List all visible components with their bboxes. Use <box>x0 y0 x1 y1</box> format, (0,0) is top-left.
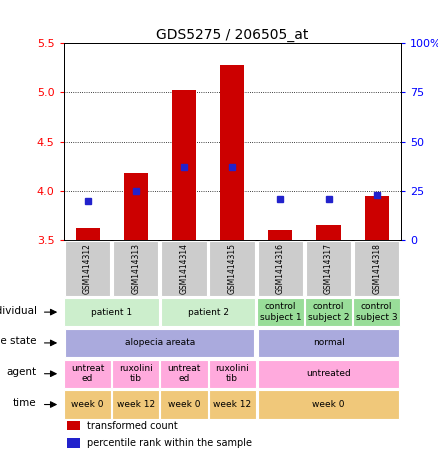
Bar <box>172 90 196 240</box>
Text: patient 2: patient 2 <box>187 308 229 317</box>
Text: control
subject 2: control subject 2 <box>308 303 349 322</box>
Text: individual: individual <box>0 306 37 316</box>
Bar <box>124 173 148 240</box>
Text: week 0: week 0 <box>71 400 104 409</box>
Text: week 12: week 12 <box>213 400 251 409</box>
Text: control
subject 3: control subject 3 <box>356 303 398 322</box>
Text: GSM1414313: GSM1414313 <box>131 243 140 294</box>
Text: ruxolini
tib: ruxolini tib <box>215 364 249 383</box>
Bar <box>67 439 81 448</box>
Text: GSM1414317: GSM1414317 <box>324 243 333 294</box>
Bar <box>75 228 99 240</box>
Text: control
subject 1: control subject 1 <box>259 303 301 322</box>
Text: alopecia areata: alopecia areata <box>125 338 195 347</box>
Text: disease state: disease state <box>0 337 37 347</box>
Text: GSM1414316: GSM1414316 <box>276 243 285 294</box>
Text: week 0: week 0 <box>312 400 345 409</box>
Text: GSM1414315: GSM1414315 <box>228 243 237 294</box>
Text: GSM1414314: GSM1414314 <box>180 243 188 294</box>
Text: percentile rank within the sample: percentile rank within the sample <box>87 439 252 448</box>
Bar <box>67 421 81 430</box>
Text: normal: normal <box>313 338 344 347</box>
Text: GSM1414318: GSM1414318 <box>372 243 381 294</box>
Text: time: time <box>13 398 37 408</box>
Bar <box>268 230 293 240</box>
Text: week 12: week 12 <box>117 400 155 409</box>
Text: week 0: week 0 <box>168 400 200 409</box>
Text: untreated: untreated <box>306 369 351 378</box>
Text: ruxolini
tib: ruxolini tib <box>119 364 153 383</box>
Title: GDS5275 / 206505_at: GDS5275 / 206505_at <box>156 28 308 42</box>
Text: patient 1: patient 1 <box>91 308 132 317</box>
Bar <box>316 225 341 240</box>
Bar <box>220 65 244 240</box>
Text: agent: agent <box>7 367 37 377</box>
Text: transformed count: transformed count <box>87 421 178 431</box>
Text: GSM1414312: GSM1414312 <box>83 243 92 294</box>
Text: untreat
ed: untreat ed <box>167 364 201 383</box>
Bar <box>364 196 389 240</box>
Text: untreat
ed: untreat ed <box>71 364 104 383</box>
